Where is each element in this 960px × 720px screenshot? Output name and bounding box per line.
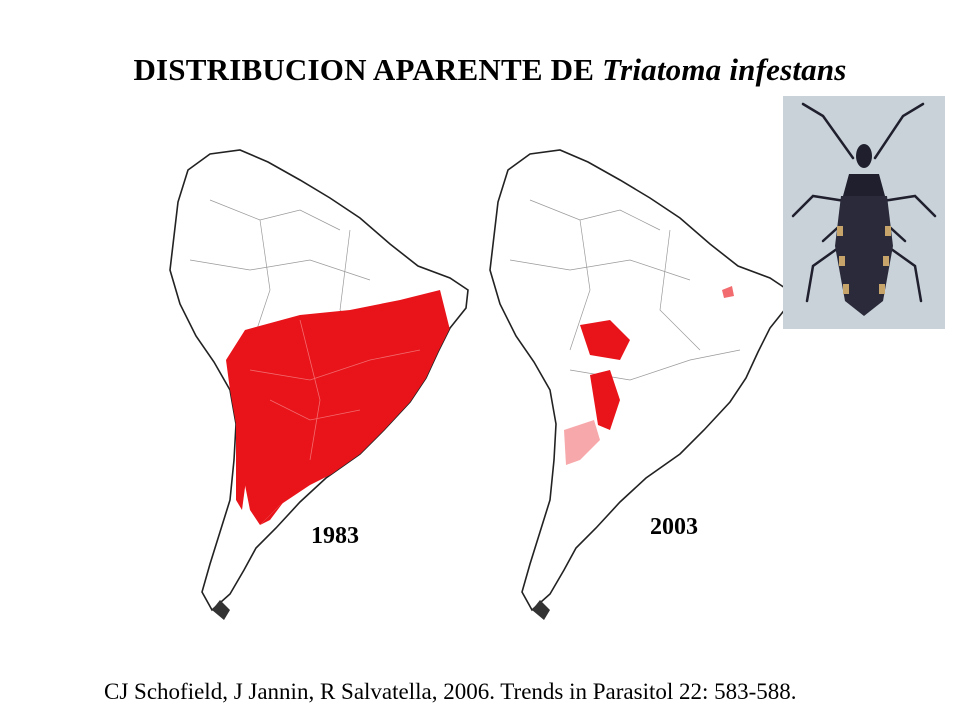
infestation-area-1983 (226, 290, 450, 525)
map-2003 (489, 149, 789, 620)
south-america-outline-2003 (489, 149, 789, 612)
slide-title: DISTRIBUCION APARENTE DE Triatoma infest… (0, 52, 960, 88)
citation: CJ Schofield, J Jannin, R Salvatella, 20… (104, 679, 797, 704)
year-label-2003: 2003 (650, 514, 698, 540)
map-1983 (169, 149, 469, 620)
year-label-1983: 1983 (311, 523, 359, 549)
title-main: DISTRIBUCION APARENTE DE (133, 52, 603, 87)
infestation-area-2003 (564, 286, 734, 465)
title-species: Triatoma infestans (602, 52, 847, 87)
triatoma-photo (783, 96, 945, 329)
